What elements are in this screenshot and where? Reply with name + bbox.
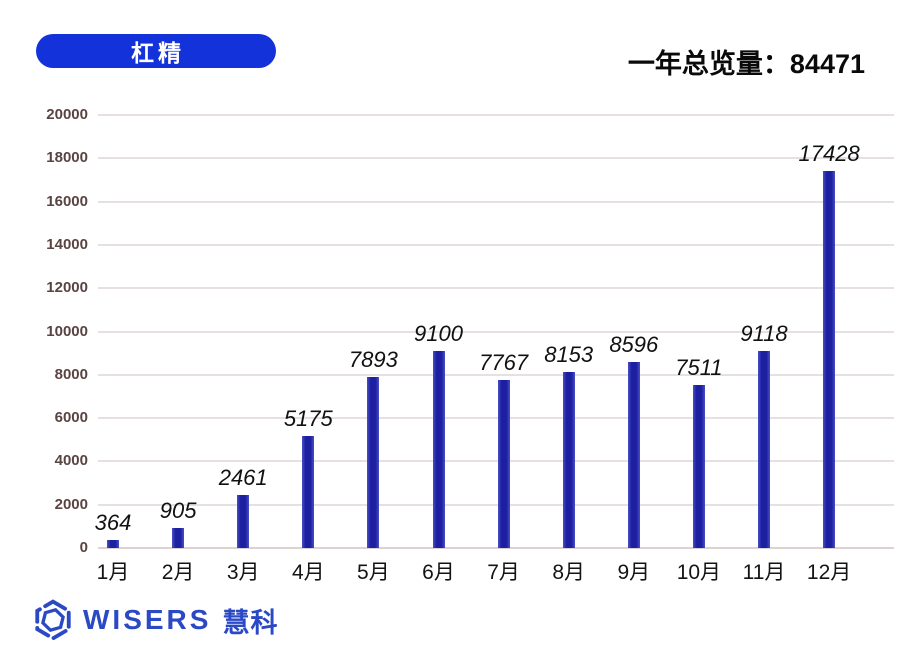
total-views-value: 84471: [789, 49, 865, 79]
gridline: [98, 417, 894, 420]
bar-6月: [432, 351, 445, 548]
x-tick-label: 9月: [617, 561, 651, 584]
bar-value-label: 7893: [348, 347, 398, 373]
y-tick-label: 16000: [46, 192, 88, 210]
bar-2月: [172, 528, 185, 548]
x-tick-label: 5月: [357, 561, 390, 584]
gridline: [98, 200, 894, 203]
wisers-hexagon-icon: [32, 599, 74, 641]
y-tick-label: 4000: [54, 452, 88, 470]
gridline: [98, 503, 894, 506]
x-tick-label: 10月: [676, 561, 722, 584]
x-tick-label: 8月: [552, 561, 586, 584]
bar-value-label: 17428: [798, 140, 860, 166]
plot-area: 364 1月 905 2月 2461 3月 5175 4月 7893 5月 9100 6月 7767 7月…: [95, 114, 894, 584]
y-tick-label: 2000: [54, 495, 88, 513]
bar-value-label: 2461: [218, 464, 268, 490]
gridline: [98, 157, 894, 160]
gridline: [98, 460, 894, 463]
bar-9月: [627, 361, 640, 548]
x-tick-label: 11月: [742, 561, 786, 584]
x-tick-label: 3月: [226, 561, 260, 584]
bar-5月: [367, 377, 380, 548]
bar-8月: [562, 371, 575, 548]
y-tick-label: 6000: [54, 409, 88, 427]
x-tick-label: 4月: [291, 561, 325, 584]
gridline: [98, 287, 894, 290]
y-tick-label: 10000: [46, 322, 88, 340]
bar-value-label: 7511: [675, 355, 723, 381]
bar-value-label: 7767: [479, 349, 529, 375]
y-tick-label: 14000: [46, 235, 88, 253]
bar-10月: [692, 385, 705, 548]
x-tick-label: 6月: [422, 561, 455, 584]
bar-1月: [107, 540, 119, 548]
total-views-label: 一年总览量：: [627, 49, 790, 79]
bar-3月: [237, 494, 250, 548]
bar-value-label: 9118: [740, 320, 788, 346]
bar-value-label: 364: [94, 510, 132, 536]
gridline: [98, 330, 894, 333]
wisers-logo-text: WISERS: [83, 604, 212, 635]
total-views-text: 一年总览量：84471: [628, 42, 865, 81]
bar-value-label: 5175: [283, 405, 333, 431]
y-tick-label: 8000: [54, 365, 88, 383]
bar-4月: [302, 435, 315, 548]
wisers-logo: WISERS 慧科: [32, 599, 278, 641]
gridline: [98, 114, 894, 116]
y-tick-label: 18000: [46, 149, 88, 167]
y-tick-label: 20000: [46, 106, 88, 123]
bar-value-label: 9100: [414, 321, 463, 346]
bar-7月: [497, 379, 510, 548]
y-tick-label: 0: [79, 539, 88, 556]
x-tick-label: 2月: [161, 561, 195, 584]
gridline: [98, 547, 894, 549]
bar-value-label: 8596: [609, 331, 659, 357]
x-tick-label: 1月: [96, 561, 130, 584]
x-tick-label: 7月: [487, 561, 520, 584]
topic-badge-label: 杠精: [131, 40, 185, 66]
y-tick-label: 12000: [46, 279, 88, 297]
bar-12月: [823, 170, 836, 548]
bar-11月: [758, 350, 770, 548]
x-tick-label: 12月: [806, 561, 852, 584]
gridline: [98, 373, 894, 376]
bar-value-label: 905: [159, 498, 197, 524]
topic-badge: 杠精: [36, 34, 276, 68]
bar-value-label: 8153: [544, 341, 594, 367]
gridline: [98, 243, 894, 246]
wisers-logo-cn-text: 慧科: [222, 607, 279, 638]
